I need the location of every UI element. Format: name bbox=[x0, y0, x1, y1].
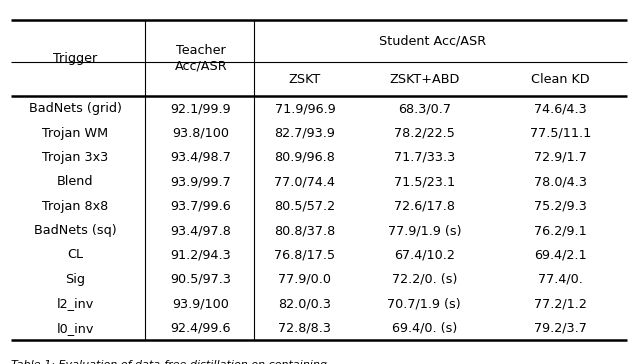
Text: 75.2/9.3: 75.2/9.3 bbox=[534, 200, 586, 213]
Text: 71.9/96.9: 71.9/96.9 bbox=[274, 102, 336, 115]
Text: Trojan 3x3: Trojan 3x3 bbox=[42, 151, 108, 164]
Text: Trigger: Trigger bbox=[53, 52, 98, 65]
Text: 77.5/11.1: 77.5/11.1 bbox=[530, 127, 591, 139]
Text: 67.4/10.2: 67.4/10.2 bbox=[394, 249, 455, 261]
Text: 92.4/99.6: 92.4/99.6 bbox=[171, 322, 231, 335]
Text: 82.7/93.9: 82.7/93.9 bbox=[274, 127, 336, 139]
Text: 80.5/57.2: 80.5/57.2 bbox=[274, 200, 336, 213]
Text: 76.8/17.5: 76.8/17.5 bbox=[274, 249, 336, 261]
Text: 90.5/97.3: 90.5/97.3 bbox=[170, 273, 232, 286]
Text: 93.9/100: 93.9/100 bbox=[172, 297, 230, 310]
Text: 77.9/0.0: 77.9/0.0 bbox=[278, 273, 332, 286]
Text: 93.7/99.6: 93.7/99.6 bbox=[170, 200, 232, 213]
Text: Trojan WM: Trojan WM bbox=[42, 127, 108, 139]
Text: Blend: Blend bbox=[57, 175, 94, 188]
Text: BadNets (sq): BadNets (sq) bbox=[34, 224, 117, 237]
Text: 72.2/0. (s): 72.2/0. (s) bbox=[392, 273, 457, 286]
Text: 82.0/0.3: 82.0/0.3 bbox=[278, 297, 332, 310]
Text: 74.6/4.3: 74.6/4.3 bbox=[534, 102, 586, 115]
Text: Teacher
Acc/ASR: Teacher Acc/ASR bbox=[175, 44, 227, 73]
Text: 72.9/1.7: 72.9/1.7 bbox=[534, 151, 586, 164]
Text: 93.9/99.7: 93.9/99.7 bbox=[170, 175, 232, 188]
Text: 69.4/2.1: 69.4/2.1 bbox=[534, 249, 586, 261]
Text: 93.4/98.7: 93.4/98.7 bbox=[170, 151, 232, 164]
Text: 69.4/0. (s): 69.4/0. (s) bbox=[392, 322, 457, 335]
Text: 77.2/1.2: 77.2/1.2 bbox=[534, 297, 586, 310]
Text: 92.1/99.9: 92.1/99.9 bbox=[170, 102, 232, 115]
Text: l2_inv: l2_inv bbox=[57, 297, 94, 310]
Text: 93.8/100: 93.8/100 bbox=[172, 127, 230, 139]
Text: Trojan 8x8: Trojan 8x8 bbox=[42, 200, 108, 213]
Text: Student Acc/ASR: Student Acc/ASR bbox=[379, 35, 486, 47]
Text: 91.2/94.3: 91.2/94.3 bbox=[170, 249, 232, 261]
Text: Clean KD: Clean KD bbox=[531, 73, 590, 86]
Text: 72.6/17.8: 72.6/17.8 bbox=[394, 200, 455, 213]
Text: 78.2/22.5: 78.2/22.5 bbox=[394, 127, 455, 139]
Text: 71.5/23.1: 71.5/23.1 bbox=[394, 175, 455, 188]
Text: CL: CL bbox=[67, 249, 84, 261]
Text: 70.7/1.9 (s): 70.7/1.9 (s) bbox=[387, 297, 461, 310]
Text: ZSKT+ABD: ZSKT+ABD bbox=[389, 73, 459, 86]
Text: 80.9/96.8: 80.9/96.8 bbox=[274, 151, 336, 164]
Text: Table 1: Evaluation of data-free distillation on containing: Table 1: Evaluation of data-free distill… bbox=[11, 360, 327, 364]
Text: 93.4/97.8: 93.4/97.8 bbox=[170, 224, 232, 237]
Text: 77.0/74.4: 77.0/74.4 bbox=[274, 175, 336, 188]
Text: Sig: Sig bbox=[65, 273, 85, 286]
Text: 72.8/8.3: 72.8/8.3 bbox=[278, 322, 332, 335]
Text: 68.3/0.7: 68.3/0.7 bbox=[397, 102, 451, 115]
Text: 76.2/9.1: 76.2/9.1 bbox=[534, 224, 586, 237]
Text: ZSKT: ZSKT bbox=[289, 73, 321, 86]
Text: 79.2/3.7: 79.2/3.7 bbox=[534, 322, 586, 335]
Text: 78.0/4.3: 78.0/4.3 bbox=[533, 175, 587, 188]
Text: 77.4/0.: 77.4/0. bbox=[538, 273, 582, 286]
Text: l0_inv: l0_inv bbox=[57, 322, 94, 335]
Text: 71.7/33.3: 71.7/33.3 bbox=[394, 151, 455, 164]
Text: 77.9/1.9 (s): 77.9/1.9 (s) bbox=[387, 224, 461, 237]
Text: 80.8/37.8: 80.8/37.8 bbox=[274, 224, 336, 237]
Text: BadNets (grid): BadNets (grid) bbox=[29, 102, 122, 115]
